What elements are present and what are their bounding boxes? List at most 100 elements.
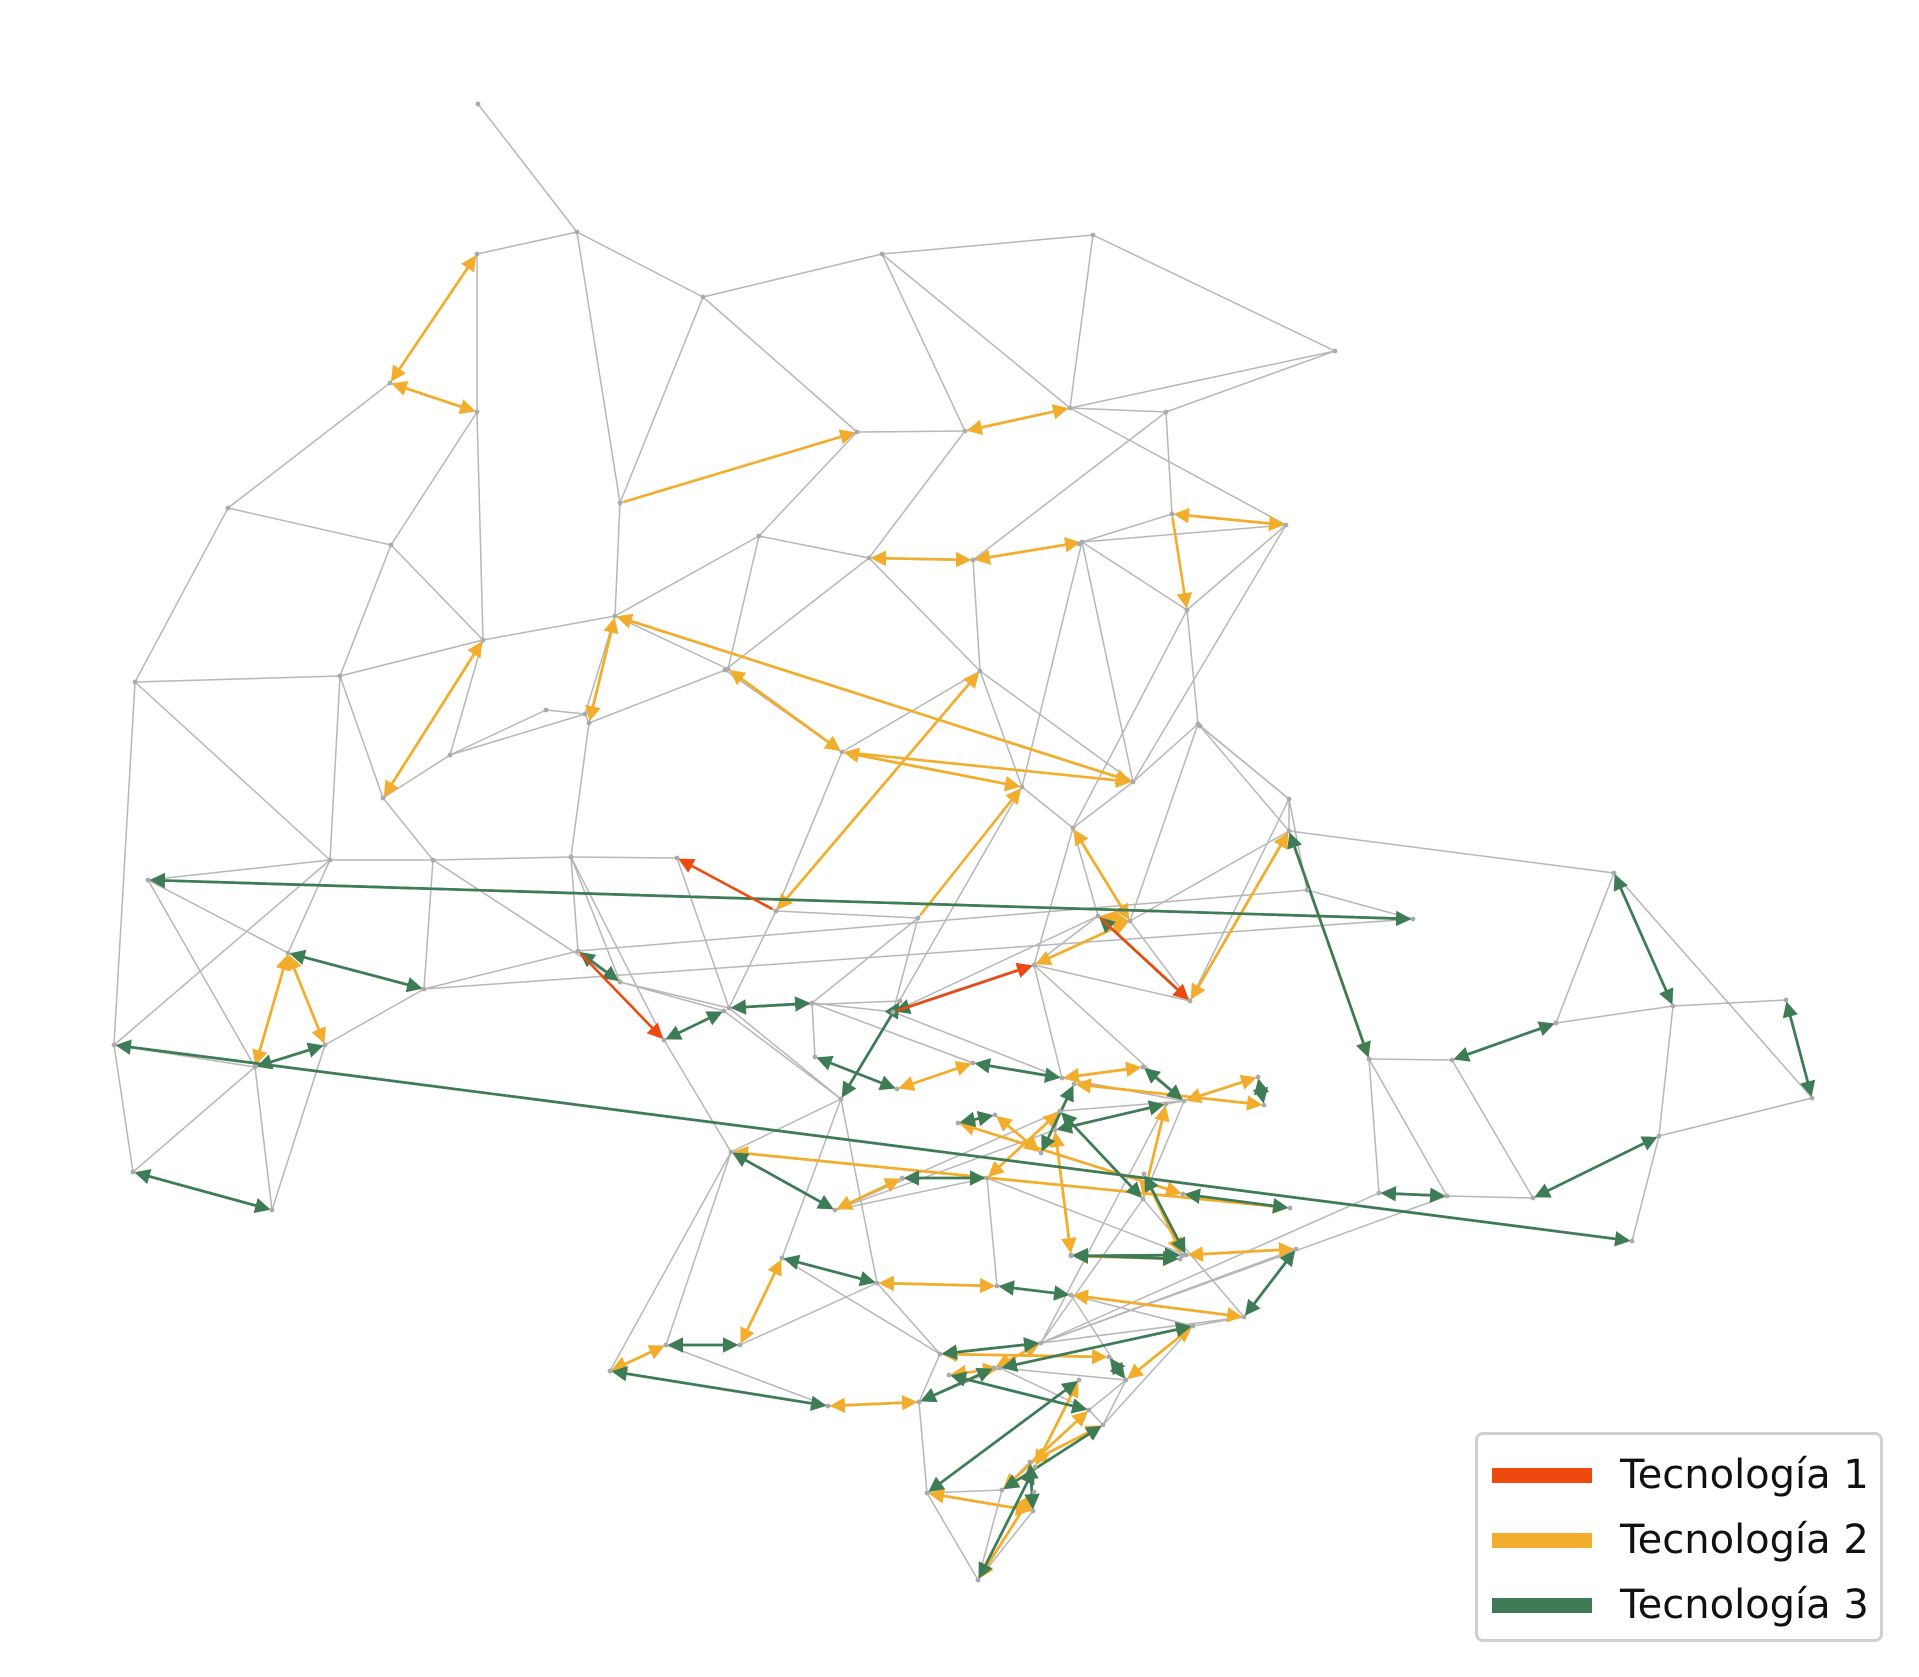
grid-edge (1555, 872, 1615, 1024)
flow-edge-technology-2 (1063, 1066, 1140, 1084)
grid-edge (287, 859, 331, 954)
network-node (1286, 796, 1292, 802)
grid-edge (619, 296, 704, 504)
grid-edge (254, 1066, 273, 1211)
grid-edge (876, 1282, 941, 1355)
grid-edge (758, 535, 870, 559)
flow-edge-technology-2 (288, 956, 326, 1044)
flow-edge-technology-3 (1041, 1085, 1074, 1150)
flow-edge-technology-3 (1253, 1078, 1270, 1102)
grid-edge (1186, 524, 1287, 611)
flow-edge-technology-3 (950, 1371, 1086, 1411)
network-node (1255, 1074, 1261, 1080)
network-node (1190, 1323, 1196, 1329)
grid-edge (1451, 1059, 1534, 1199)
network-node (970, 1060, 976, 1066)
network-node (1038, 1340, 1044, 1346)
grid-edge (881, 234, 1094, 255)
network-node (737, 1342, 743, 1348)
grid-edge (739, 1282, 878, 1346)
network-node (543, 707, 549, 713)
network-node (1095, 913, 1101, 919)
grid-edge (449, 639, 484, 756)
grid-edge (775, 751, 843, 912)
flow-edge-technology-3 (1536, 1136, 1658, 1198)
grid-edge (1189, 798, 1290, 1002)
network-node (1187, 998, 1193, 1004)
grid-edge (113, 1044, 134, 1173)
network-node (225, 505, 231, 511)
network-node (977, 668, 983, 674)
network-node (854, 429, 860, 435)
flow-edge-technology-2 (845, 751, 1132, 789)
grid-edge (1072, 827, 1099, 917)
flow-edge-technology-2 (585, 619, 616, 722)
grid-edge (999, 1367, 1127, 1381)
grid-edge (619, 981, 725, 1012)
grid-edge (1192, 1316, 1245, 1327)
grid-edge (811, 1002, 974, 1064)
grid-edge (132, 1066, 256, 1173)
network-node (1611, 870, 1617, 876)
legend-item-technology-2: Tecnología 2 (1492, 1510, 1869, 1570)
flow-edge-technology-2 (1004, 1410, 1088, 1489)
grid-edge (881, 253, 1071, 409)
network-node (879, 251, 885, 257)
network-node (700, 294, 706, 300)
grid-edge (1102, 1379, 1127, 1426)
grid-edge (1165, 1100, 1185, 1105)
grid-edge (570, 722, 590, 858)
flow-edge-technology-3 (1144, 1175, 1186, 1253)
flow-edges (115, 255, 1816, 1579)
grid-edge (1672, 999, 1787, 1007)
legend-label-technology-2: Tecnología 2 (1620, 1517, 1869, 1563)
grid-edge (1186, 609, 1199, 725)
network-node (1130, 779, 1136, 785)
grid-edge (1040, 1316, 1245, 1344)
network-node (1809, 1095, 1815, 1101)
flow-edge-technology-2 (1187, 1246, 1293, 1262)
grid-edge (1088, 1409, 1104, 1426)
network-node (480, 637, 486, 643)
network-node (1123, 1377, 1129, 1383)
network-node (1261, 1102, 1267, 1108)
network-node (897, 998, 903, 1004)
flow-edge-technology-3 (1003, 1321, 1192, 1369)
grid-edge (576, 231, 621, 504)
network-node (327, 857, 333, 863)
grid-edge (1021, 786, 1074, 829)
grid-edge (329, 675, 341, 861)
network-node (984, 1175, 990, 1181)
network-node (899, 1175, 905, 1181)
grid-edge (1033, 964, 1185, 1102)
grid-edge (972, 559, 981, 672)
network-node (1059, 1075, 1065, 1081)
grid-edge (1132, 723, 1199, 783)
network-node (997, 1365, 1003, 1371)
network-node (269, 1207, 275, 1213)
grid-edge (986, 1177, 1187, 1256)
grid-edge (702, 296, 858, 433)
grid-edge (856, 430, 966, 433)
legend-label-technology-3: Tecnología 3 (1620, 1582, 1869, 1628)
network-node (1031, 962, 1037, 968)
network-node (575, 948, 581, 954)
grid-edge (702, 253, 883, 298)
network-node (607, 1368, 613, 1374)
grid-edge (1446, 1195, 1534, 1199)
grid-edge (918, 1401, 928, 1494)
network-node (832, 1207, 838, 1213)
grid-edge (570, 856, 621, 983)
grid-edge (868, 557, 981, 672)
flow-edge-technology-3 (1245, 1250, 1296, 1315)
grid-edge (1199, 725, 1290, 832)
network-node (674, 855, 680, 861)
grid-edge (113, 859, 331, 1046)
grid-edge (1102, 1325, 1194, 1426)
grid-edge (977, 1510, 1034, 1581)
network-node (1629, 1238, 1635, 1244)
grid-edge (1069, 407, 1167, 413)
grid-edge (271, 1044, 326, 1211)
grid-edge (147, 879, 289, 954)
network-node (1068, 1292, 1074, 1298)
